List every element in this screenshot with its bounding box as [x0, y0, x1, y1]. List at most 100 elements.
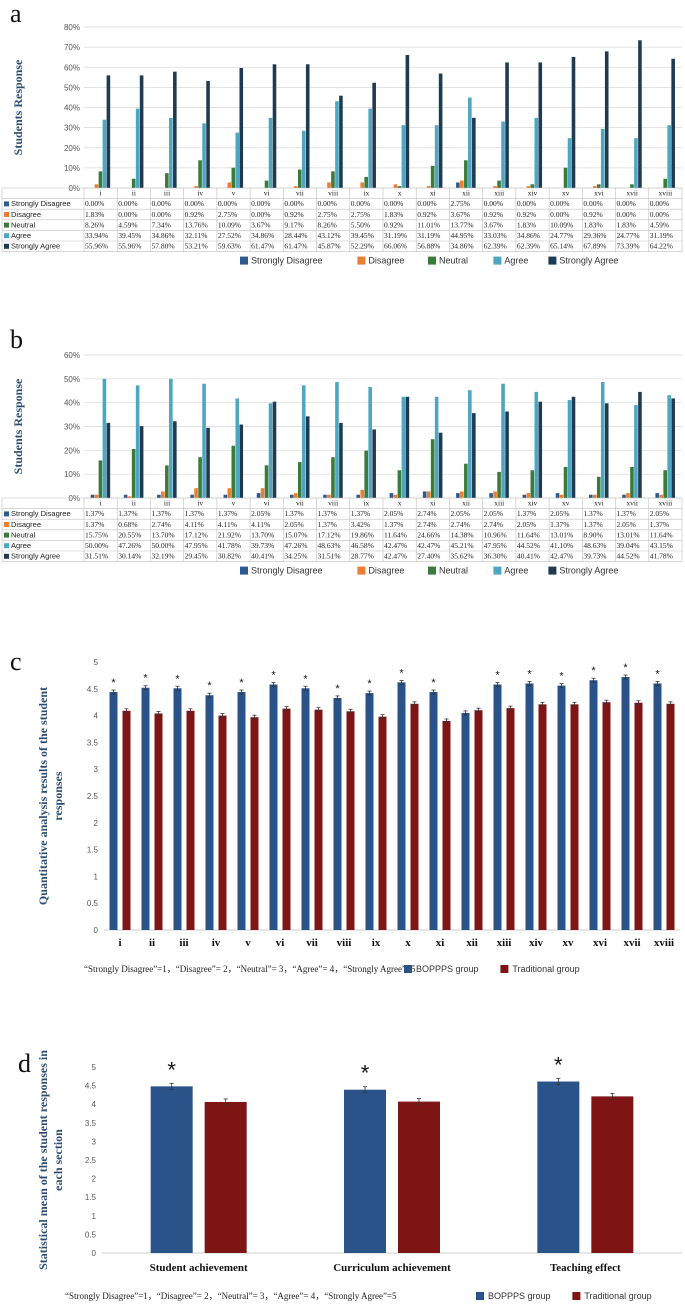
category-label: xvii: [623, 937, 640, 949]
table-cell: 10.96%: [484, 530, 507, 539]
bar-agree-iii: [169, 378, 173, 498]
table-cell: 31.19%: [384, 231, 407, 240]
bar-disagree-xv: [559, 494, 564, 498]
y-tick-label: 0.5: [85, 1230, 97, 1239]
table-row-label: Strongly Agree: [11, 552, 60, 561]
legend-label: Neutral: [439, 566, 468, 576]
series-swatch: [4, 511, 9, 517]
bar-agree-x: [401, 125, 406, 188]
table-cell: 31.19%: [417, 231, 440, 240]
category-label: v: [245, 937, 251, 949]
bar-neutral-xiv: [530, 184, 535, 188]
table-cell: 1.37%: [85, 520, 104, 529]
table-cell: 4.59%: [650, 220, 669, 229]
table-row-label: Strongly Disagree: [11, 509, 71, 518]
significance-star: *: [143, 673, 148, 685]
significance-star: *: [271, 670, 276, 682]
category-label: vi: [276, 937, 285, 949]
significance-star: *: [431, 677, 436, 689]
bar-boppps-group-9: [397, 682, 406, 930]
table-cell: 31.51%: [318, 552, 341, 561]
bar-strongly-disagree-v: [223, 494, 228, 498]
y-tick-label: 10%: [64, 470, 80, 479]
bar-agree-viii: [335, 101, 339, 188]
legend-label: Agree: [504, 256, 528, 266]
table-cell: 13.77%: [450, 220, 473, 229]
bar-agree-v: [235, 132, 240, 188]
bar-neutral-ii: [131, 178, 136, 188]
bar-traditional-group-14: [570, 704, 579, 930]
table-cell: 21.92%: [218, 530, 241, 539]
bar-neutral-xiii: [497, 471, 501, 498]
table-cell: 0.92%: [583, 210, 602, 219]
bar-disagree-vii: [293, 493, 298, 498]
bar-disagree-xii: [460, 491, 464, 498]
table-cell: 2.05%: [284, 520, 303, 529]
table-cell: 0.00%: [484, 199, 503, 208]
category-label: xii: [466, 937, 478, 949]
table-cell: 8.26%: [85, 220, 104, 229]
table-cell: 0.92%: [185, 210, 204, 219]
bar-disagree-xvi: [592, 494, 597, 498]
table-cell: 42.47%: [550, 552, 573, 561]
bar-boppps-group-12: [493, 684, 502, 930]
category-label: viii: [337, 937, 352, 949]
bar-neutral-x: [397, 470, 402, 498]
bar-strongly-disagree-xvi: [588, 494, 593, 498]
table-cell: 11.64%: [650, 530, 673, 539]
y-tick-label: 80%: [64, 23, 80, 32]
bar-boppps-group-16: [621, 677, 630, 930]
bar-agree-ix: [368, 108, 372, 188]
bar-boppps-group-8: [365, 693, 374, 930]
table-cell: 29.45%: [185, 552, 208, 561]
table-cell: 24.77%: [550, 231, 573, 240]
bar-boppps-group-6: [301, 688, 310, 930]
bar-boppps-group-0: [150, 1086, 193, 1253]
bar-agree-x: [401, 396, 406, 498]
table-cell: 0.00%: [185, 199, 204, 208]
table-cell: 1.83%: [517, 220, 536, 229]
category-label: ii: [132, 499, 136, 508]
bar-strongly-agree-v: [239, 424, 244, 498]
table-cell: 4.11%: [185, 520, 204, 529]
table-cell: 47.95%: [185, 541, 208, 550]
bar-strongly-disagree-xi: [422, 491, 427, 498]
bar-strongly-agree-xv: [571, 56, 576, 189]
table-cell: 11.01%: [417, 220, 440, 229]
category-label: xi: [430, 499, 436, 508]
category-label: xii: [462, 499, 470, 508]
legend-label: Traditional group: [584, 1291, 651, 1301]
table-cell: 10.09%: [550, 220, 573, 229]
bar-neutral-v: [231, 445, 236, 498]
bar-boppps-group-2: [537, 1081, 580, 1253]
table-cell: 48.63%: [318, 541, 341, 550]
bar-disagree-v: [227, 488, 232, 498]
legend-swatch: [240, 566, 248, 575]
series-swatch: [4, 553, 9, 559]
panel-letter: d: [18, 1049, 31, 1078]
table-cell: 24.77%: [617, 231, 640, 240]
significance-star: *: [167, 1057, 176, 1082]
bar-disagree-xiii: [493, 491, 497, 498]
bar-disagree-vii: [293, 186, 298, 188]
table-cell: 0.00%: [118, 199, 137, 208]
bar-agree-xviii: [667, 125, 671, 188]
category-label: xvii: [626, 189, 638, 198]
bar-strongly-agree-iii: [173, 71, 177, 188]
category-label: Teaching effect: [550, 1262, 621, 1274]
bar-traditional-group-6: [314, 709, 323, 930]
scale-note: “Strongly Disagree”=1，“Disagree”= 2，“Neu…: [65, 1291, 397, 1301]
category-label: x: [398, 499, 402, 508]
table-cell: 65.14%: [550, 242, 573, 251]
bar-traditional-group-7: [346, 711, 355, 930]
table-row-label: Disagree: [11, 210, 41, 219]
table-cell: 5.50%: [351, 220, 370, 229]
bar-agree-iv: [202, 123, 206, 188]
y-tick-label: 4.5: [85, 1082, 97, 1091]
table-cell: 43.15%: [650, 541, 673, 550]
bar-agree-xvii: [634, 138, 638, 188]
table-row-label: Neutral: [11, 220, 36, 229]
panel-a: a 0% 10% 20% 30% 40% 50% 60% 70% 80% Students Resp…: [1, 0, 683, 266]
bar-neutral-xv: [563, 167, 568, 188]
